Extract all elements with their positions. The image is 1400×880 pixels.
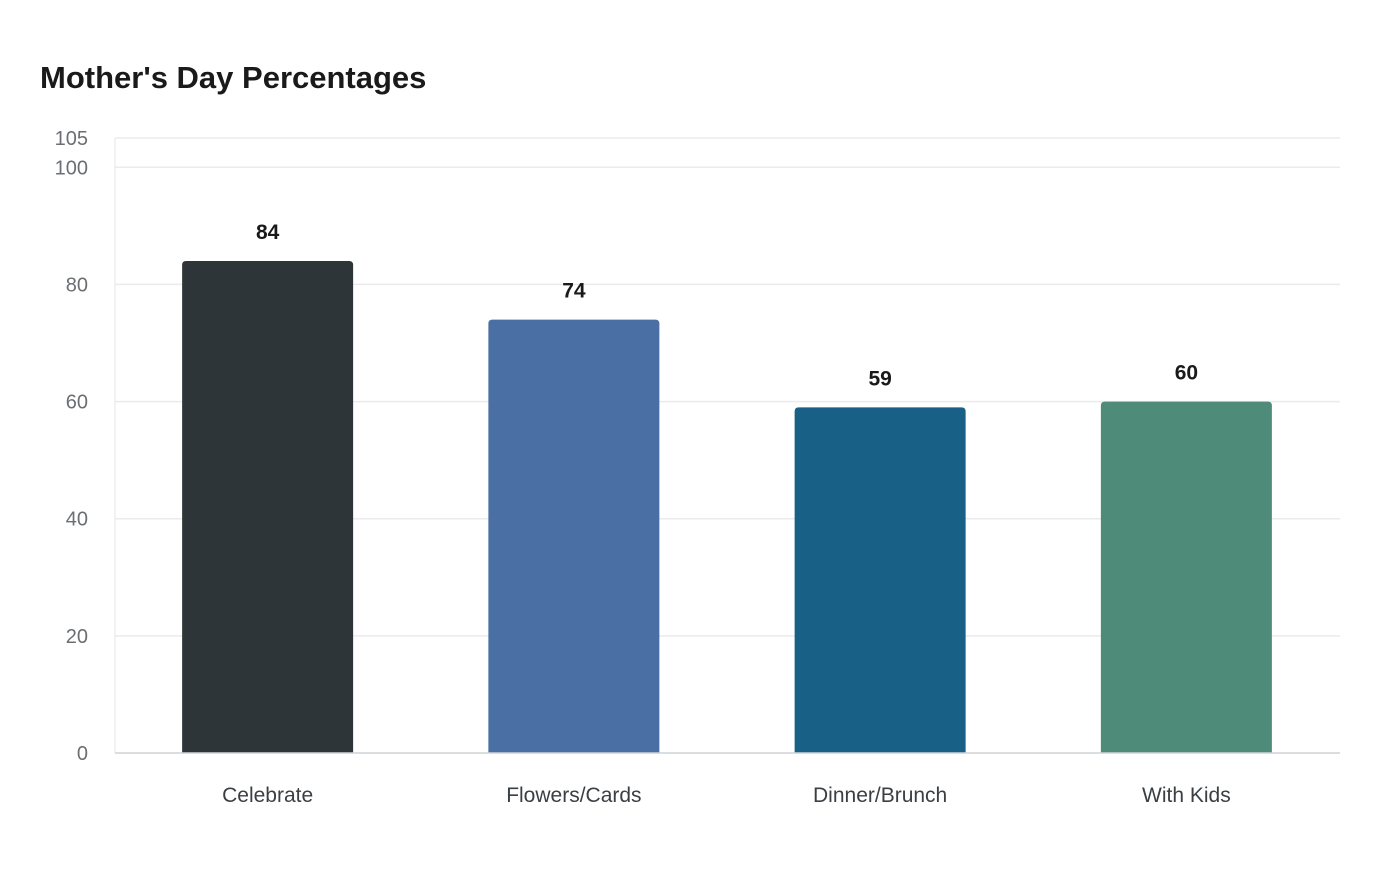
bar-with-kids [1100,401,1272,753]
category-label-with-kids: With Kids [1142,784,1231,807]
y-tick-label-0: 0 [77,743,88,765]
labels: 0 20 40 60 80 100 105 84 Celebrate 74 Flowers/Card… [55,128,1231,807]
category-label-celebrate: Celebrate [222,784,313,807]
y-tick-label-100: 100 [55,157,88,179]
axes [114,138,1340,754]
category-label-flowers-cards: Flowers/Cards [506,784,641,807]
bar-flowers-cards [488,319,660,753]
chart-title: Mother's Day Percentages [40,60,427,95]
y-tick-label-20: 20 [66,626,88,648]
bar-dinner-brunch [794,407,966,753]
y-tick-label-40: 40 [66,509,88,531]
value-label-flowers-cards: 74 [562,280,586,303]
bar-celebrate [182,261,354,753]
bars [182,261,1272,753]
y-tick-label-80: 80 [66,274,88,296]
value-label-celebrate: 84 [256,221,280,244]
y-tick-label-105: 105 [55,128,88,150]
value-label-dinner-brunch: 59 [868,367,891,390]
value-label-with-kids: 60 [1175,362,1198,385]
category-label-dinner-brunch: Dinner/Brunch [813,784,947,807]
y-tick-label-60: 60 [66,392,88,414]
